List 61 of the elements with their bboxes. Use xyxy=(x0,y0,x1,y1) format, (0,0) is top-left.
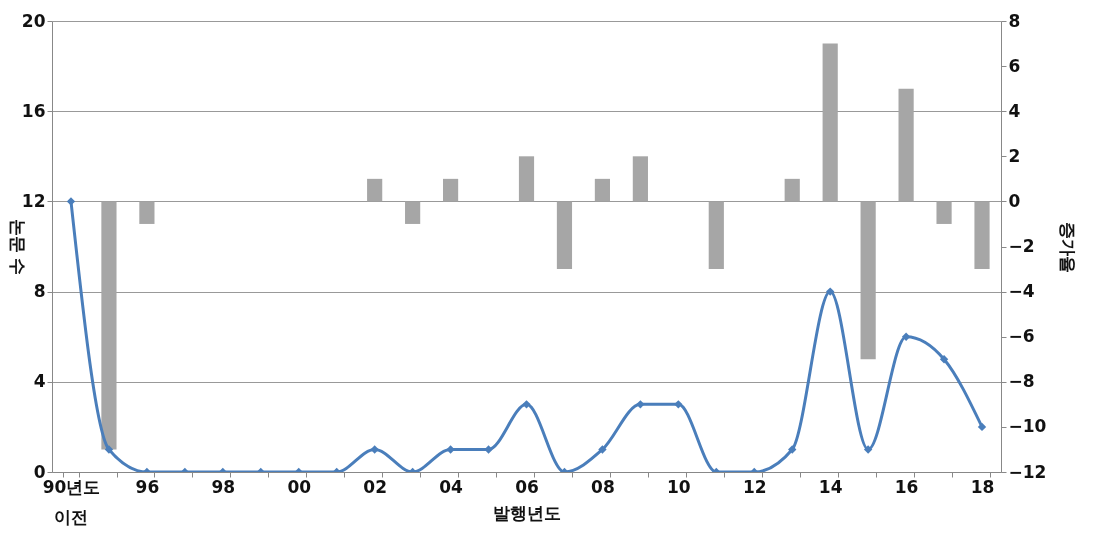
bar xyxy=(898,88,914,202)
y2-tick-label: 2 xyxy=(1008,145,1021,166)
x-tick-label: 10 xyxy=(667,476,691,497)
x-tick-label: 00 xyxy=(287,476,312,497)
point xyxy=(636,400,645,409)
y-axis-title: 논문 수 xyxy=(7,218,28,276)
bar xyxy=(556,201,573,270)
bar xyxy=(139,201,155,224)
x-tick-label: 12 xyxy=(742,476,767,497)
point xyxy=(66,197,76,206)
point xyxy=(826,287,835,296)
y-tick-label: 16 xyxy=(21,100,46,121)
y2-axis-title: 증가율 xyxy=(1058,221,1079,273)
x-tick-label: 14 xyxy=(818,476,843,497)
y-tick-label: 4 xyxy=(33,371,46,392)
y-tick-label: 20 xyxy=(21,10,46,31)
bar xyxy=(632,156,648,202)
bar xyxy=(367,178,383,202)
x-tick-label: 18 xyxy=(970,476,995,497)
x-tick-label: 04 xyxy=(439,476,464,497)
point xyxy=(901,332,911,341)
bar xyxy=(822,43,838,202)
y2-tick-label: 4 xyxy=(1008,100,1021,121)
y-tick-label: 12 xyxy=(21,190,46,211)
point xyxy=(522,400,531,409)
bar xyxy=(860,201,876,360)
point xyxy=(863,445,873,454)
point xyxy=(788,445,797,454)
y2-tick-label: −8 xyxy=(1008,371,1035,392)
y2-tick-label: 6 xyxy=(1008,55,1021,76)
point xyxy=(598,445,607,454)
y2-tick-label: −10 xyxy=(1008,416,1047,437)
x-tick-label: 02 xyxy=(363,476,387,497)
x-tick-label: 98 xyxy=(211,476,236,497)
point xyxy=(977,422,987,432)
y-tick-label: 8 xyxy=(33,281,46,302)
bar xyxy=(594,178,611,202)
bar xyxy=(974,201,990,270)
y2-tick-label: −2 xyxy=(1008,236,1035,256)
y2-tick-label: −4 xyxy=(1008,281,1035,302)
bar xyxy=(936,201,952,224)
x-tick-label: 06 xyxy=(515,476,539,497)
y2-tick-label: −6 xyxy=(1008,326,1035,347)
bar xyxy=(784,178,800,202)
bar xyxy=(708,201,724,270)
y2-tick-label: 8 xyxy=(1008,10,1021,31)
y2-tick-label: −12 xyxy=(1008,461,1047,482)
x-tick-label: 08 xyxy=(591,476,615,497)
bar xyxy=(405,201,421,224)
bar xyxy=(101,201,117,450)
point xyxy=(674,400,683,409)
x-tick-label: 16 xyxy=(894,476,919,497)
y2-tick-label: 0 xyxy=(1008,190,1021,211)
x-axis-title: 발행년도 xyxy=(493,502,561,523)
point xyxy=(104,445,114,454)
bar xyxy=(442,178,459,202)
point xyxy=(370,445,379,454)
point xyxy=(446,445,455,454)
x-tick-label: 96 xyxy=(135,476,160,497)
point xyxy=(939,355,949,364)
bar xyxy=(518,156,535,202)
